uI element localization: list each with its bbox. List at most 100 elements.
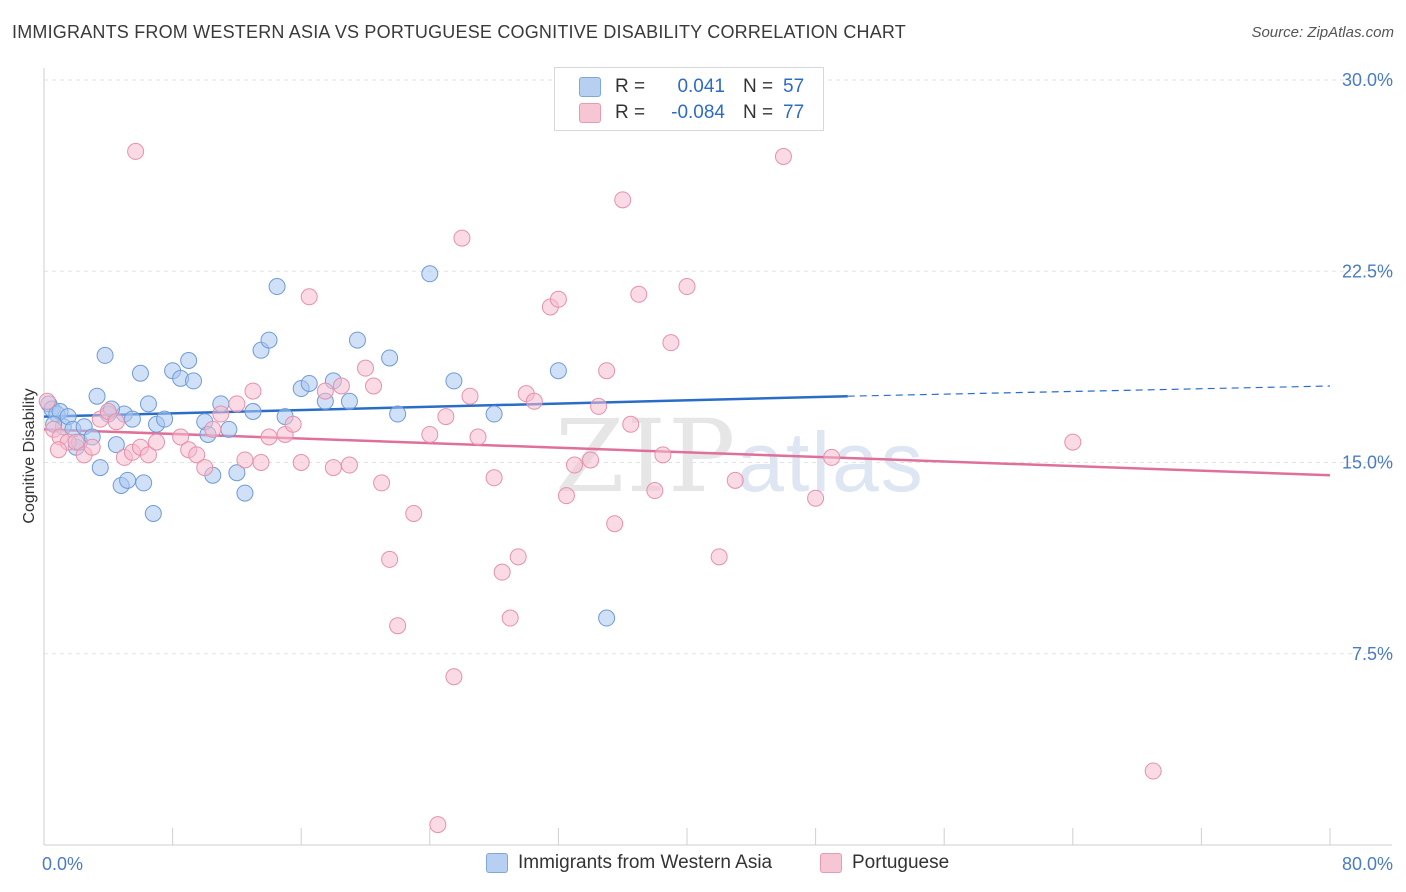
x-tick-label: 0.0% xyxy=(42,854,83,874)
point-portuguese xyxy=(557,487,575,505)
point-western-asia xyxy=(348,331,366,349)
point-portuguese xyxy=(1144,762,1162,780)
point-portuguese xyxy=(614,191,632,209)
tick-labels: 7.5% 15.0% 22.5% 30.0% 0.0% 80.0% xyxy=(42,70,1393,874)
point-western-asia xyxy=(156,410,174,428)
point-portuguese xyxy=(357,359,374,377)
point-western-asia xyxy=(268,278,286,296)
point-portuguese xyxy=(774,148,792,165)
point-portuguese xyxy=(445,668,463,686)
point-portuguese xyxy=(1064,433,1082,451)
point-portuguese xyxy=(485,469,503,487)
point-portuguese xyxy=(252,454,270,471)
y-tick-label: 15.0% xyxy=(1342,453,1393,473)
trend-line-western-asia-extension xyxy=(847,385,1331,397)
point-portuguese xyxy=(260,428,278,446)
point-western-asia xyxy=(598,609,616,627)
legend-n-value: 57 xyxy=(783,76,805,97)
point-western-asia xyxy=(381,349,399,367)
legend-r-label: R = xyxy=(615,102,646,123)
point-western-asia xyxy=(107,436,125,454)
legend-r-label: R = xyxy=(615,76,646,97)
point-portuguese xyxy=(127,142,145,160)
point-western-asia xyxy=(139,395,157,413)
point-western-asia xyxy=(300,374,318,392)
point-portuguese xyxy=(148,433,166,451)
legend-row-western-asia: R = 0.041 N = 57 xyxy=(579,74,804,100)
grid xyxy=(44,79,1392,655)
point-portuguese xyxy=(49,441,67,459)
point-portuguese xyxy=(525,392,543,410)
point-portuguese xyxy=(340,456,358,474)
point-portuguese xyxy=(324,459,342,477)
series-legend-western-asia[interactable]: Immigrants from Western Asia xyxy=(486,852,772,874)
point-portuguese xyxy=(228,395,246,413)
point-portuguese xyxy=(807,489,825,507)
point-portuguese xyxy=(107,413,125,431)
point-portuguese xyxy=(630,285,648,303)
series-swatch-western-asia xyxy=(486,853,508,873)
legend-n-label: N = xyxy=(743,76,774,97)
legend-row-portuguese: R = -0.084 N = 77 xyxy=(579,100,804,126)
point-portuguese xyxy=(196,459,214,477)
legend-r-value: 0.041 xyxy=(677,76,725,97)
point-portuguese xyxy=(726,471,744,489)
legend-r-value: -0.084 xyxy=(671,102,725,123)
point-western-asia xyxy=(91,459,109,477)
point-portuguese xyxy=(292,454,310,471)
point-western-asia xyxy=(144,505,162,522)
point-western-asia xyxy=(180,352,198,369)
trend-line-portuguese xyxy=(43,428,1331,477)
point-portuguese xyxy=(606,515,624,533)
point-portuguese xyxy=(83,438,101,456)
point-western-asia xyxy=(88,387,106,405)
point-portuguese xyxy=(204,420,222,438)
point-portuguese xyxy=(678,278,696,296)
point-portuguese xyxy=(373,474,391,492)
point-western-asia xyxy=(123,410,141,428)
point-portuguese xyxy=(453,229,471,247)
point-portuguese xyxy=(654,446,672,464)
point-portuguese xyxy=(67,433,85,451)
point-western-asia xyxy=(389,405,407,423)
point-portuguese xyxy=(823,448,841,466)
point-western-asia xyxy=(445,372,463,390)
point-portuguese xyxy=(565,456,583,474)
legend-swatch-western-asia xyxy=(579,77,601,97)
point-portuguese xyxy=(646,482,664,500)
legend-swatch-portuguese xyxy=(579,103,601,123)
point-portuguese xyxy=(429,816,447,834)
data-points xyxy=(38,142,1162,834)
point-portuguese xyxy=(389,617,407,635)
point-portuguese xyxy=(284,415,302,433)
series-label-western-asia: Immigrants from Western Asia xyxy=(518,852,773,873)
point-western-asia xyxy=(135,474,153,492)
point-portuguese xyxy=(300,288,318,306)
series-legend-portuguese[interactable]: Portuguese xyxy=(820,852,949,874)
point-portuguese xyxy=(590,397,608,415)
point-portuguese xyxy=(332,377,350,395)
trend-line-western-asia xyxy=(43,394,848,418)
point-portuguese xyxy=(461,387,479,405)
point-western-asia xyxy=(220,420,238,438)
point-western-asia xyxy=(236,484,254,502)
point-portuguese xyxy=(469,428,487,446)
point-portuguese xyxy=(549,290,567,308)
point-portuguese xyxy=(405,505,423,522)
point-western-asia xyxy=(119,471,137,489)
source-label: Source: ZipAtlas.com xyxy=(1251,24,1394,41)
point-portuguese xyxy=(316,382,334,400)
point-western-asia xyxy=(549,362,567,380)
correlation-legend: R = 0.041 N = 57 R = -0.084 N = 77 xyxy=(554,67,824,131)
point-western-asia xyxy=(244,403,262,420)
point-portuguese xyxy=(662,334,680,352)
series-label-portuguese: Portuguese xyxy=(852,852,950,873)
legend-n-label: N = xyxy=(743,102,774,123)
point-portuguese xyxy=(509,548,527,566)
point-portuguese xyxy=(212,405,230,423)
point-portuguese xyxy=(236,451,254,469)
point-portuguese xyxy=(421,425,439,443)
y-tick-label: 30.0% xyxy=(1342,70,1393,90)
chart-title: IMMIGRANTS FROM WESTERN ASIA VS PORTUGUE… xyxy=(12,22,906,42)
